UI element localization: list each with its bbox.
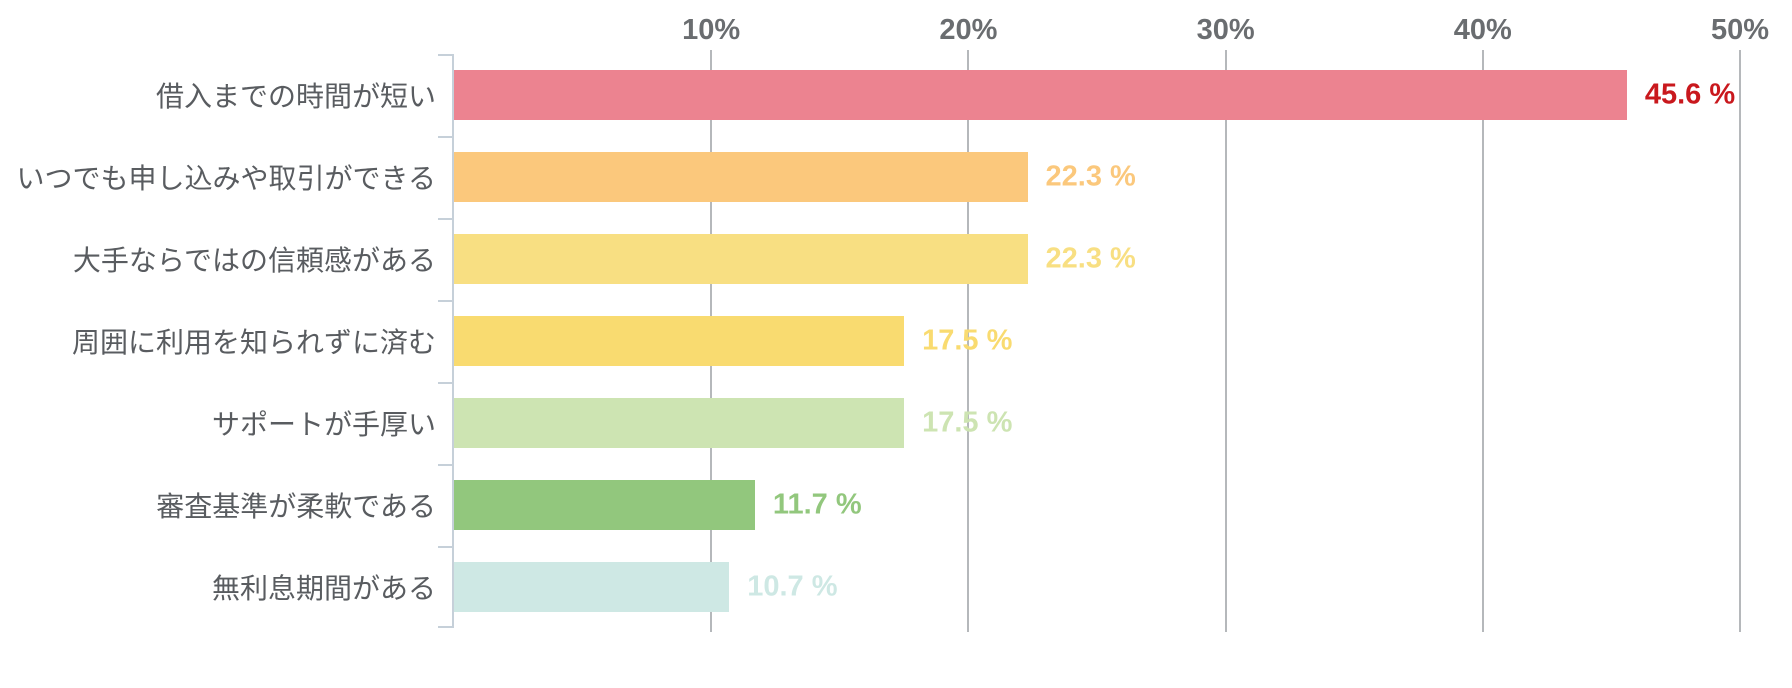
gridline — [1739, 50, 1741, 632]
y-axis-tick — [438, 136, 452, 138]
category-label: サポートが手厚い — [211, 409, 436, 440]
x-axis-tick-label: 10% — [682, 14, 741, 46]
bar — [454, 398, 905, 448]
y-axis-tick — [438, 300, 452, 302]
bar — [454, 234, 1028, 284]
chart-row: いつでも申し込みや取引ができる 22.3 % — [0, 136, 1792, 218]
gridline — [967, 50, 970, 632]
y-axis-tick — [438, 54, 452, 56]
y-axis-line — [452, 54, 454, 628]
y-axis-tick — [438, 218, 452, 220]
value-label: 17.5 % — [922, 406, 1013, 439]
bar — [454, 562, 730, 612]
value-label: 17.5 % — [922, 324, 1013, 357]
x-axis-tick-label: 30% — [1196, 14, 1255, 46]
bar — [454, 152, 1028, 202]
y-axis-tick — [438, 546, 452, 548]
category-label: 借入までの時間が短い — [155, 81, 436, 112]
chart-row: 周囲に利用を知られずに済む 17.5 % — [0, 300, 1792, 382]
bar — [454, 480, 755, 530]
x-axis-tick-label: 50% — [1710, 14, 1770, 46]
category-label: いつでも申し込みや取引ができる — [16, 163, 436, 194]
chart-row: 審査基準が柔軟である 11.7 % — [0, 464, 1792, 546]
chart-row: 無利息期間がある 10.7 % — [0, 546, 1792, 628]
value-label: 22.3 % — [1045, 160, 1136, 193]
value-label: 45.6 % — [1644, 78, 1736, 111]
y-axis-tick — [438, 382, 452, 384]
category-label: 無利息期間がある — [211, 573, 436, 604]
y-axis-tick — [438, 626, 452, 628]
gridline — [1224, 50, 1227, 632]
bar — [454, 70, 1627, 120]
category-label: 審査基準が柔軟である — [156, 491, 436, 522]
value-label: 22.3 % — [1045, 242, 1136, 275]
category-label: 周囲に利用を知られずに済む — [71, 327, 436, 358]
gridline — [1481, 50, 1484, 632]
x-axis-tick-label: 20% — [939, 14, 998, 46]
value-label: 10.7 % — [747, 570, 838, 603]
x-axis-tick-label: 40% — [1453, 14, 1512, 46]
value-label: 11.7 % — [772, 488, 862, 521]
chart-row: サポートが手厚い 17.5 % — [0, 382, 1792, 464]
y-axis-tick — [438, 464, 452, 466]
chart-row: 借入までの時間が短い 45.6 % — [0, 54, 1792, 136]
bar — [454, 316, 905, 366]
category-label: 大手ならではの信頼感がある — [72, 245, 436, 276]
chart-row: 大手ならではの信頼感がある 22.3 % — [0, 218, 1792, 300]
